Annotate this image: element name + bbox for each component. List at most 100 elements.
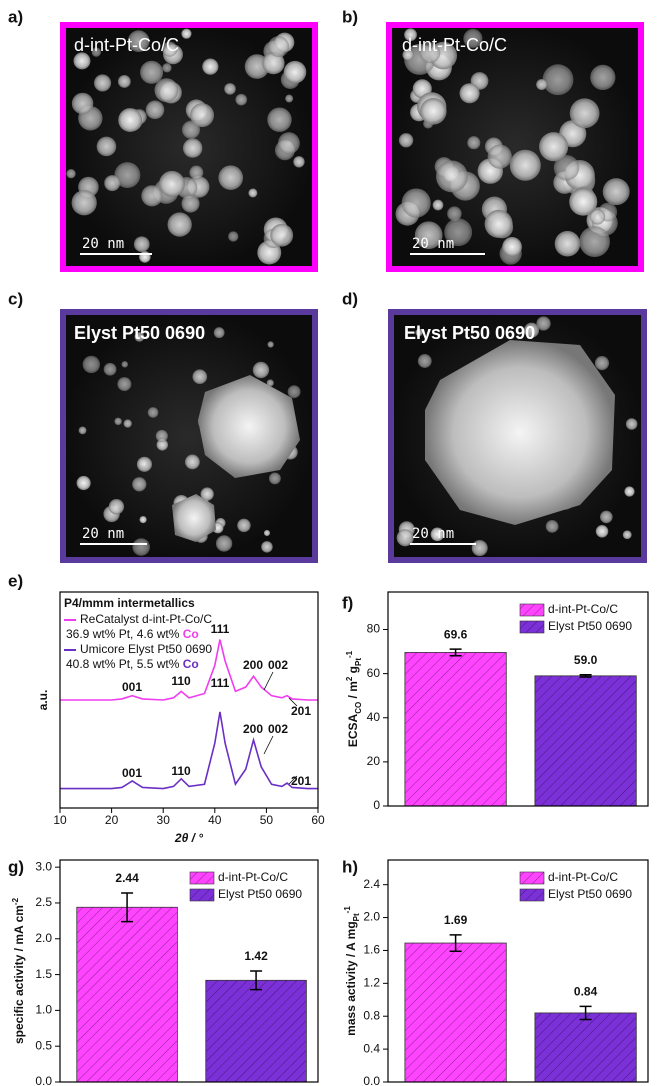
label-part: -2 <box>11 897 20 905</box>
particle <box>569 98 600 129</box>
particle <box>569 187 598 216</box>
legend-swatch <box>189 888 215 902</box>
image-panel: d) Elyst Pt50 0690 20 nm <box>342 289 647 563</box>
label-part: CO <box>354 702 363 714</box>
particle <box>181 28 192 39</box>
particle <box>132 477 147 492</box>
particle <box>155 429 168 443</box>
label-part: -1 <box>343 906 352 914</box>
bar <box>76 906 178 1083</box>
label-part: / m <box>346 681 360 702</box>
x-tick-label: 10 <box>53 813 67 827</box>
particle <box>536 79 548 91</box>
particle <box>414 221 443 250</box>
particle <box>459 83 480 104</box>
particle <box>139 515 147 524</box>
particle <box>159 170 185 197</box>
particle <box>189 165 204 180</box>
legend-label: Umicore Elyst Pt50 0690 <box>80 642 212 656</box>
particle <box>118 108 143 132</box>
image-panel: b) d-int-Pt-Co/C 20 nm <box>342 7 644 272</box>
particle <box>622 530 632 540</box>
legend-label: d-int-Pt-Co/C <box>548 870 618 884</box>
x-axis-label: 2θ / ° <box>174 831 203 845</box>
legend-swatch <box>519 871 545 885</box>
particle <box>467 136 481 150</box>
particle <box>213 327 225 339</box>
plot-frame <box>387 591 649 807</box>
x-tick-label: 40 <box>208 813 222 827</box>
particle <box>602 178 630 206</box>
peak-label: 111 <box>211 676 230 690</box>
y-axis-label: a.u. <box>36 690 50 711</box>
particle <box>114 417 122 426</box>
y-tick-label: 1.0 <box>35 1003 52 1017</box>
particle <box>133 236 150 253</box>
y-tick-label: 20 <box>367 754 381 768</box>
particle <box>277 132 300 155</box>
image-panel: c) Elyst Pt50 0690 20 nm <box>8 289 318 563</box>
x-tick-label: 20 <box>105 813 119 827</box>
legend-label: Elyst Pt50 0690 <box>548 619 632 633</box>
particle <box>430 527 445 542</box>
particle <box>502 237 522 257</box>
peak-label: 200 <box>243 658 263 672</box>
peak-arrow <box>263 735 274 755</box>
legend-swatch <box>519 603 545 617</box>
particle <box>248 188 258 198</box>
particle <box>417 354 432 368</box>
particle <box>184 454 200 470</box>
particle <box>263 529 271 537</box>
particle <box>262 51 285 75</box>
panel-label: b) <box>342 7 358 26</box>
y-axis-label: mass activity / A mgPt-1 <box>343 906 361 1036</box>
particle <box>192 369 208 385</box>
peak-label: 001 <box>122 766 142 780</box>
peak-label: 201 <box>291 704 311 718</box>
plot-frame <box>59 591 319 809</box>
plot-frame <box>59 859 319 1083</box>
y-tick-label: 1.6 <box>363 943 380 957</box>
particle <box>293 156 305 168</box>
series-line <box>60 639 318 701</box>
particle <box>235 93 248 106</box>
particle <box>140 60 164 84</box>
y-tick-label: 60 <box>367 666 381 680</box>
image-caption: d-int-Pt-Co/C <box>74 35 179 55</box>
particle <box>267 341 274 348</box>
error-bar <box>579 673 592 678</box>
note-part: Co <box>183 627 199 641</box>
particle <box>463 28 483 49</box>
y-tick-label: 2.5 <box>35 895 52 909</box>
y-tick-label: 0 <box>373 798 380 812</box>
series-line <box>60 711 318 790</box>
particle <box>71 190 97 216</box>
particle <box>91 47 102 57</box>
y-axis-label: specific activity / mA cm-2 <box>11 897 27 1044</box>
peak-label: 200 <box>243 722 263 736</box>
label-part: Pt <box>354 658 363 666</box>
note-part: 40.8 wt% Pt, 5.5 wt% <box>66 657 183 671</box>
particle <box>136 456 153 472</box>
particle <box>285 94 294 103</box>
peak-label: 201 <box>291 774 311 788</box>
panel-label: a) <box>8 7 23 26</box>
error-bar <box>250 970 263 991</box>
particle-large <box>425 340 615 525</box>
particle <box>127 30 150 52</box>
legend-label: d-int-Pt-Co/C <box>548 602 618 616</box>
y-tick-label: 0.0 <box>363 1074 380 1086</box>
particle <box>415 328 423 337</box>
y-tick-label: 2.0 <box>363 910 380 924</box>
label-part: -1 <box>345 650 354 658</box>
y-tick-label: 0.5 <box>35 1038 52 1052</box>
legend-label: Elyst Pt50 0690 <box>218 887 302 901</box>
particle <box>141 185 163 207</box>
peak-label: 110 <box>171 764 191 778</box>
legend-note: 36.9 wt% Pt, 4.6 wt% Co <box>66 627 199 641</box>
particle <box>145 100 165 120</box>
legend-label: d-int-Pt-Co/C <box>218 870 288 884</box>
particle <box>579 226 610 257</box>
